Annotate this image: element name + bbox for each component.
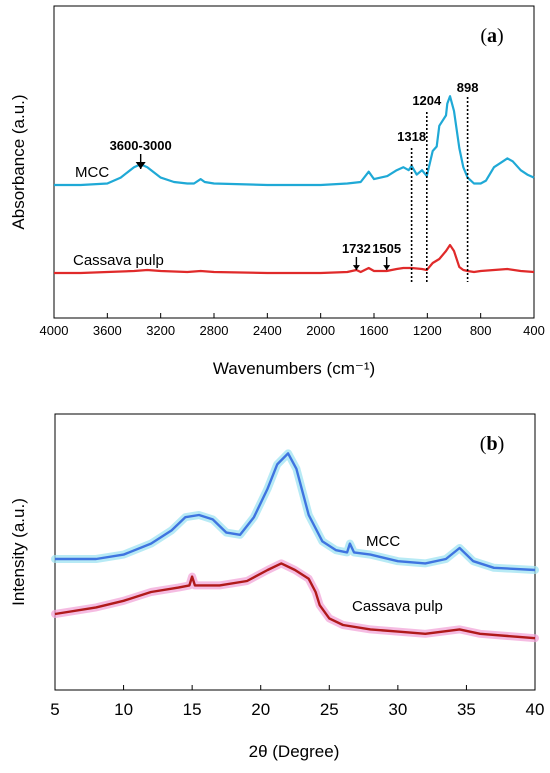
panel-b: MCC Cassava pulp 5 10 15 20 25 30 35 40 (b) 2θ (… [9,413,544,761]
series-label-mcc: MCC [366,533,400,550]
series-line-mcc [55,452,536,572]
panel-a: MCC Cassava pulp 3600-3000 1732 1505 1318 120… [9,5,545,378]
x-tick-label-3600: 3600 [93,323,122,338]
peak-label-1505: 1505 [372,241,401,256]
plot-frame-a [53,5,535,319]
series-label-mcc: MCC [75,164,109,181]
series-label-cassava-pulp: Cassava pulp [73,252,164,269]
peak-label-1318: 1318 [397,129,426,144]
series-line-cassava-pulp [54,562,536,640]
traces-a: MCC Cassava pulp [54,95,535,275]
annotations-a: 3600-3000 1732 1505 1318 1204 898 [110,80,479,282]
x-tick-label-400: 400 [523,323,545,338]
peak-label-1204: 1204 [412,93,442,108]
x-tick-label-b-35: 35 [457,700,476,719]
traces-b: MCC Cassava pulp [51,449,539,643]
x-tick-label-1600: 1600 [360,323,389,338]
x-tick-label-b-10: 10 [114,700,133,719]
arrow-head-1732 [352,265,360,270]
x-tick-label-1200: 1200 [413,323,442,338]
y-axis-label-a: Absorbance (a.u.) [9,94,28,229]
panel-label-b: (b) [480,433,504,455]
peak-label-1732: 1732 [342,241,371,256]
panel-letter-b: b [486,433,497,455]
x-tick-label-b-25: 25 [320,700,339,719]
x-tick-label-b-40: 40 [526,700,545,719]
series-line-mcc [54,95,535,187]
x-ticks-a: 4000 3600 3200 2800 2400 2000 1600 1200 800 400 [40,313,545,338]
x-tick-label-2000: 2000 [306,323,335,338]
x-tick-label-2800: 2800 [200,323,229,338]
series-line-cassava-pulp [54,243,535,275]
x-tick-label-3200: 3200 [146,323,175,338]
x-tick-label-b-5: 5 [50,700,59,719]
plot-frame-b [54,413,536,691]
arrow-head-3600-3000 [135,162,146,169]
y-axis-label-b: Intensity (a.u.) [9,498,28,606]
peak-label-3600-3000: 3600-3000 [110,138,172,153]
x-tick-label-800: 800 [470,323,492,338]
x-axis-label-b: 2θ (Degree) [249,742,340,761]
panel-label-a: (a) [480,25,503,47]
x-ticks-b: 5 10 15 20 25 30 35 40 [50,685,544,719]
series-label-cassava-pulp: Cassava pulp [352,598,443,615]
panel-letter-a: a [487,25,497,47]
x-tick-label-b-30: 30 [388,700,407,719]
x-tick-label-b-20: 20 [251,700,270,719]
x-axis-label-a: Wavenumbers (cm⁻¹) [213,359,375,378]
x-tick-label-b-15: 15 [183,700,202,719]
arrow-head-1505 [383,265,391,270]
peak-label-898: 898 [457,80,479,95]
x-tick-label-2400: 2400 [253,323,282,338]
x-tick-label-4000: 4000 [40,323,69,338]
